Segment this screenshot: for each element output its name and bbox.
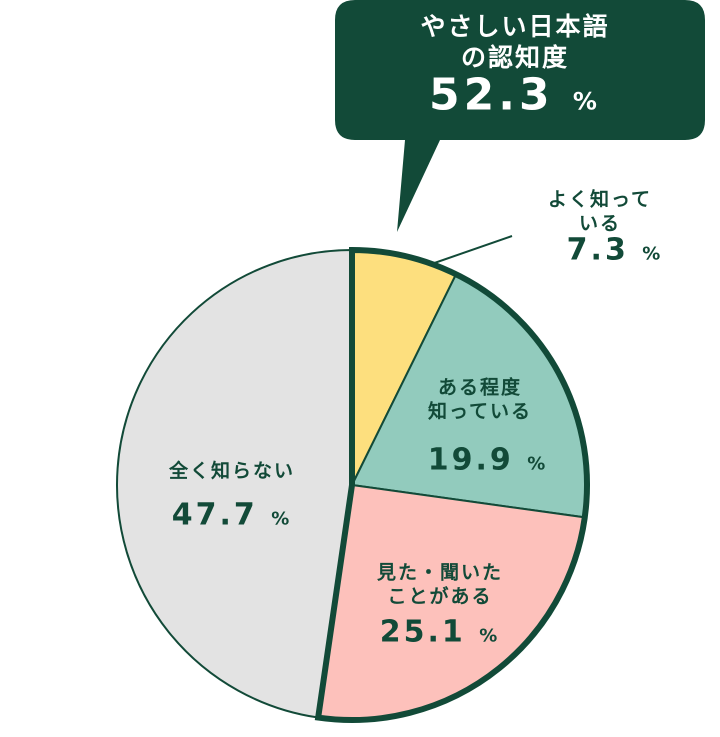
value-number: 25.1: [379, 614, 466, 650]
value-number: 7.3: [566, 232, 629, 268]
slice-value: 19.9 %: [428, 441, 549, 479]
unit: %: [479, 625, 501, 647]
slice-value: 47.7 %: [172, 496, 293, 534]
callout-value: 52.3 %: [429, 68, 601, 123]
slice-label: 見た・聞いた ことがある: [376, 561, 504, 607]
callout-title: やさしい日本語の認知度: [420, 11, 610, 72]
slice-label: ある程度 知っている: [427, 376, 533, 422]
slice-value: 25.1 %: [380, 613, 501, 651]
slice-label: 全く知らない: [168, 460, 296, 483]
pie-slice: [116, 248, 353, 719]
value-number: 47.7: [171, 497, 258, 533]
unit: %: [572, 87, 601, 116]
slice-label: よく知っている: [547, 188, 653, 234]
callout-box: [335, 0, 705, 232]
pie: [116, 246, 590, 723]
value-number: 19.9: [427, 442, 514, 478]
awareness-outline: [314, 246, 590, 723]
unit: %: [642, 243, 664, 265]
slice-value: 7.3 %: [567, 231, 664, 269]
unit: %: [271, 508, 293, 530]
unit: %: [527, 453, 549, 475]
callout-number: 52.3: [429, 69, 554, 121]
